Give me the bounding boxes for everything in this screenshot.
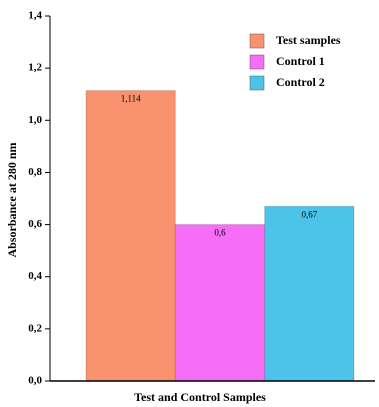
legend-swatch (249, 75, 265, 91)
legend-swatch (249, 33, 265, 49)
y-tick-label: 1,0 (28, 114, 42, 126)
value-label: 0,6 (214, 228, 226, 238)
y-tick-label: 0,6 (28, 218, 42, 230)
y-tick-label: 0,8 (28, 166, 42, 178)
legend-label: Control 1 (276, 54, 325, 68)
bar (174, 224, 266, 382)
bar (264, 205, 355, 382)
y-tick-label: 0,0 (28, 375, 42, 387)
legend-swatch (249, 54, 265, 70)
legend-label: Test samples (276, 33, 341, 47)
value-label: 1,114 (121, 94, 141, 104)
value-label: 0,67 (301, 209, 317, 219)
x-axis-label: Test and Control Samples (134, 390, 266, 404)
y-tick-label: 0,4 (28, 270, 42, 282)
y-tick-label: 1,4 (28, 10, 42, 22)
bar (85, 90, 176, 382)
y-tick-label: 1,2 (28, 62, 42, 74)
y-axis-label: Absorbance at 280 nm (5, 142, 19, 257)
legend-label: Control 2 (276, 75, 325, 89)
y-tick-label: 0,2 (28, 322, 42, 334)
